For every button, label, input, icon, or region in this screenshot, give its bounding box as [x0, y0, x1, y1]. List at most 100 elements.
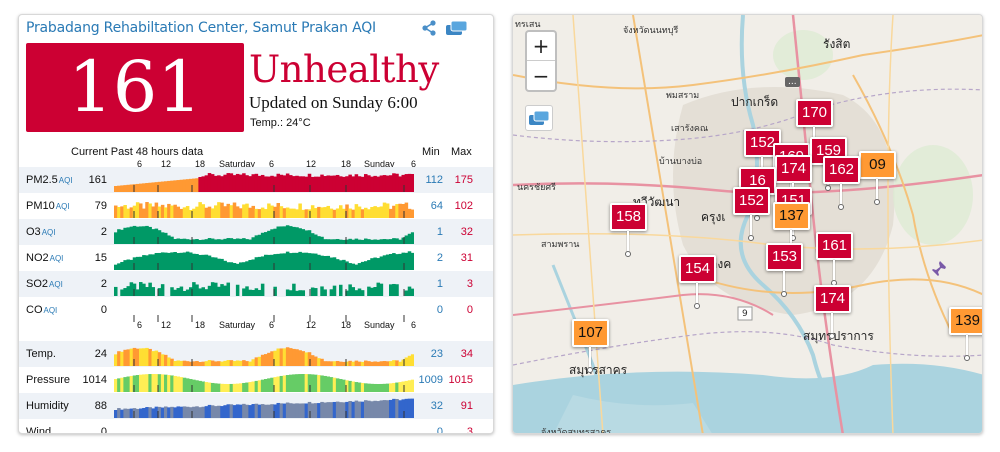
aqi-level-text: Unhealthy: [249, 48, 439, 91]
row-current-value: 0: [100, 304, 107, 316]
history-row-no2[interactable]: NO2AQI 15 2 31: [19, 245, 493, 271]
aqi-marker-value[interactable]: 152: [733, 187, 770, 215]
aqi-marker-value[interactable]: 107: [572, 319, 609, 347]
row-max-value: 3: [466, 426, 473, 434]
time-tick: 18: [341, 159, 352, 169]
map-place-label: สมุทรปราการ: [803, 329, 874, 343]
aqi-map[interactable]: ทรเสน จังหวัดนนทบุรี รังสิต ปากเกร็ด พมส…: [512, 14, 983, 434]
row-current-value: 2: [100, 226, 107, 238]
marker-pole: [627, 231, 629, 253]
zoom-out-button[interactable]: −: [532, 64, 550, 88]
row-current-value: 15: [94, 252, 107, 264]
map-place-label: ทรเสน: [515, 20, 541, 30]
history-sparkline: [114, 251, 414, 270]
marker-location-dot: [781, 291, 787, 297]
marker-pole: [833, 260, 835, 282]
row-current-value: 0: [100, 426, 107, 434]
row-name: PM10: [26, 200, 55, 212]
time-tick: 18: [195, 159, 206, 169]
layers-toggle-button[interactable]: [525, 105, 553, 131]
history-row-so2[interactable]: SO2AQI 2 1 3: [19, 271, 493, 297]
map-place-label: สมุทรสาคร: [569, 363, 628, 377]
row-min-value: 1: [436, 226, 443, 238]
history-row-pm25[interactable]: PM2.5AQI 161 112 175: [19, 167, 493, 193]
road-number: 9: [742, 309, 748, 319]
row-name: SO2: [26, 278, 49, 290]
cluster-badge[interactable]: ...: [785, 77, 800, 87]
row-name: Wind: [26, 426, 52, 434]
aqi-marker-value[interactable]: 162: [823, 156, 860, 184]
aqi-marker-value[interactable]: 174: [775, 155, 812, 183]
aqi-value-box: 161: [26, 43, 244, 132]
history-row-temp[interactable]: Temp. 24 23 34: [19, 341, 493, 367]
row-min-value: 64: [430, 200, 443, 212]
row-label: Temp.: [26, 348, 96, 360]
layers-icon: [529, 110, 550, 125]
map-place-label: นครชัยศรี: [517, 183, 556, 193]
time-tick-day: Saturday: [219, 159, 256, 169]
row-unit: AQI: [58, 176, 73, 185]
marker-pole: [589, 347, 591, 369]
map-place-label: สามพราน: [541, 240, 580, 250]
map-place-label: พมสราม: [666, 91, 700, 101]
time-tick: 6: [137, 159, 143, 169]
time-tick: 6: [411, 320, 417, 330]
row-max-value: 102: [454, 200, 473, 212]
marker-location-dot: [694, 303, 700, 309]
aqi-marker-value[interactable]: 174: [814, 285, 851, 313]
time-tick: 12: [306, 159, 317, 169]
row-unit: AQI: [49, 280, 63, 289]
map-place-label: ครุงเ: [701, 210, 726, 224]
station-title[interactable]: Prabadang Rehabiltation Center, Samut Pr…: [26, 20, 376, 36]
row-label: PM10AQI: [26, 200, 96, 212]
aqi-marker-value[interactable]: 137: [773, 202, 810, 230]
history-sparkline: [114, 374, 414, 392]
current-temperature: Temp.: 24°C: [250, 117, 311, 129]
map-place-label: บ้านบางบ่อ: [659, 157, 703, 167]
row-unit: AQI: [55, 202, 70, 211]
row-max-value: 31: [460, 252, 473, 264]
row-label: Humidity: [26, 400, 96, 412]
row-current-value: 79: [94, 200, 107, 212]
aqi-marker-value[interactable]: 153: [766, 243, 803, 271]
row-min-value: 1009: [418, 374, 443, 386]
multi-window-icon[interactable]: [445, 20, 469, 36]
history-row-humidity[interactable]: Humidity 88 32 91: [19, 393, 493, 419]
history-row-co[interactable]: COAQI 0 0 0: [19, 297, 493, 323]
map-place-label: รังสิต: [823, 37, 851, 51]
marker-pole: [783, 271, 785, 293]
history-sparkline: [114, 347, 414, 366]
aqi-marker-value[interactable]: 170: [796, 99, 833, 127]
aqi-marker-value[interactable]: 161: [816, 232, 853, 260]
history-row-o3[interactable]: O3AQI 2 1 32: [19, 219, 493, 245]
share-icon[interactable]: [420, 19, 438, 37]
marker-pole: [966, 335, 968, 357]
history-row-pm10[interactable]: PM10AQI 79 64 102: [19, 193, 493, 219]
row-name: Pressure: [26, 374, 71, 386]
row-min-value: 112: [425, 174, 443, 186]
time-tick: 18: [341, 320, 352, 330]
row-min-value: 32: [430, 400, 443, 412]
map-place-label: ปากเกร็ด: [731, 95, 779, 109]
aqi-marker-value[interactable]: 139: [949, 307, 982, 335]
aqi-marker-value[interactable]: 158: [610, 203, 647, 231]
aqi-marker-value[interactable]: 09: [859, 151, 896, 179]
history-row-wind[interactable]: Wind 0 0 3: [19, 419, 493, 434]
time-tick: 18: [195, 320, 206, 330]
row-min-value: 0: [436, 304, 443, 316]
time-tick: 6: [269, 159, 275, 169]
history-row-pressure[interactable]: Pressure 1014 1009 1015: [19, 367, 493, 393]
time-tick: 6: [269, 320, 275, 330]
row-label: COAQI: [26, 304, 96, 316]
aqi-marker-value[interactable]: 154: [679, 255, 716, 283]
row-label: NO2AQI: [26, 252, 96, 264]
history-sparkline: [114, 398, 414, 418]
min-column-header: Min: [422, 146, 440, 158]
time-tick: 12: [306, 320, 317, 330]
history-sparkline: [133, 315, 405, 322]
history-sparkline: [114, 225, 414, 244]
row-current-value: 161: [88, 174, 107, 186]
zoom-in-button[interactable]: +: [527, 32, 555, 61]
marker-pole: [840, 184, 842, 206]
row-max-value: 91: [460, 400, 473, 412]
